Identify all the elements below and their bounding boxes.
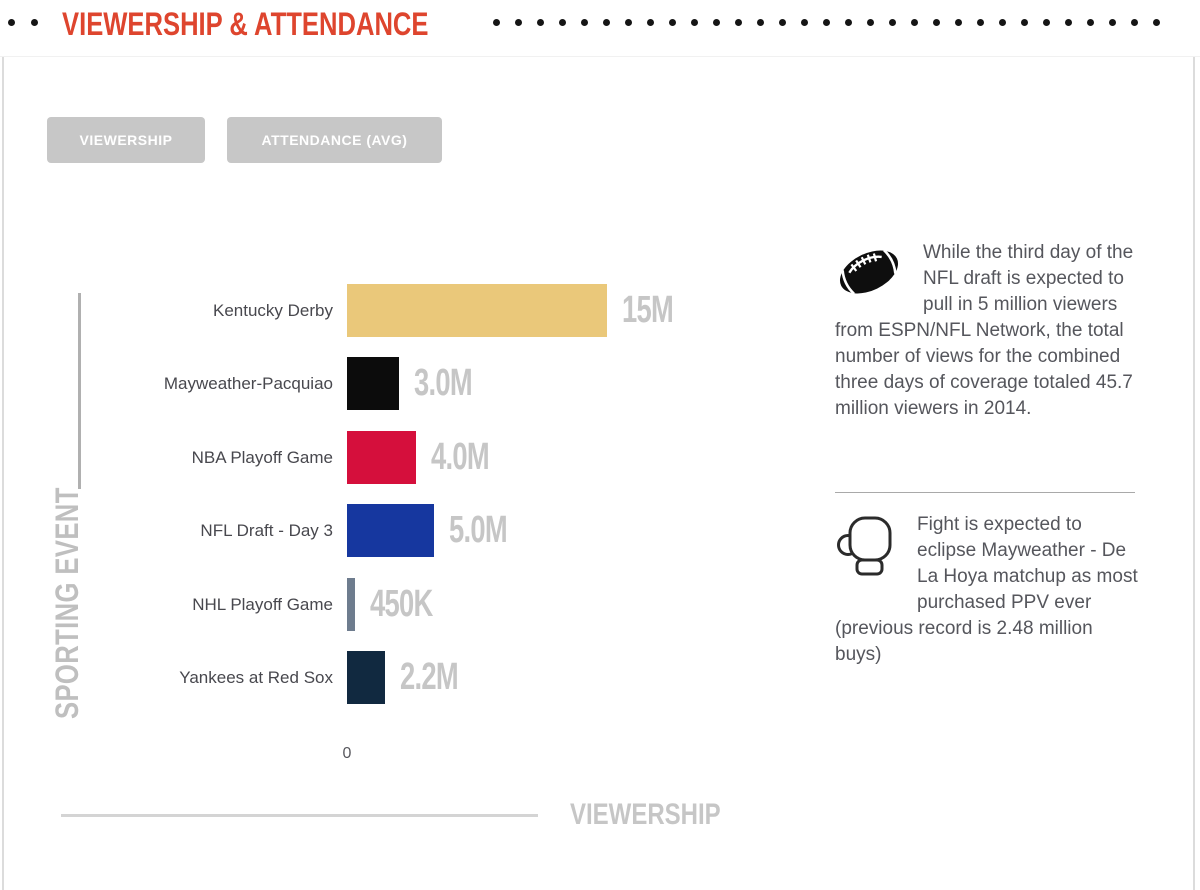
dot [933, 19, 940, 26]
x-axis-tick-zero: 0 [342, 745, 352, 762]
dot [713, 19, 720, 26]
dot [537, 19, 544, 26]
category-label: NBA Playoff Game [191, 447, 333, 467]
y-axis-line [78, 293, 81, 489]
dot [1087, 19, 1094, 26]
bar[interactable] [347, 431, 416, 484]
bar[interactable] [347, 578, 355, 631]
header-dots-right [493, 19, 1160, 26]
chart-row: Yankees at Red Sox 2.2M [80, 651, 480, 704]
header-dots-left [8, 19, 38, 26]
chart-row: Kentucky Derby 15M [80, 284, 693, 337]
dot [889, 19, 896, 26]
chart-row: NFL Draft - Day 3 5.0M [80, 504, 529, 557]
value-label: 15M [622, 289, 674, 331]
annotation-nfl-draft: While the third day of the NFL draft is … [835, 240, 1141, 422]
category-label: NHL Playoff Game [192, 594, 333, 614]
annotation-divider [835, 492, 1135, 493]
annotation-nfl-draft-text: While the third day of the NFL draft is … [835, 242, 1134, 419]
value-label: 4.0M [431, 436, 490, 478]
category-label: Yankees at Red Sox [179, 667, 333, 687]
dot [999, 19, 1006, 26]
dot [757, 19, 764, 26]
dot [669, 19, 676, 26]
dot [779, 19, 786, 26]
boxing-glove-icon [835, 514, 897, 588]
dot [867, 19, 874, 26]
chart-row: NHL Playoff Game 450K [80, 578, 457, 631]
page-title-text: VIEWERSHIP & ATTENDANCE [62, 6, 429, 42]
value-label: 3.0M [414, 362, 473, 404]
category-label: Mayweather-Pacquiao [163, 373, 333, 393]
category-label: NFL Draft - Day 3 [200, 520, 333, 540]
annotation-ppv-record-text: Fight is expected to eclipse Mayweather … [835, 514, 1138, 665]
dot [1021, 19, 1028, 26]
dot [1131, 19, 1138, 26]
header-divider [0, 56, 1200, 57]
dot [559, 19, 566, 26]
bar-chart: Kentucky Derby 15M Mayweather-Pacquiao 3.0M… [80, 284, 780, 714]
dot [823, 19, 830, 26]
dot [955, 19, 962, 26]
value-label: 5.0M [449, 509, 508, 551]
right-border [1193, 57, 1195, 890]
dot [977, 19, 984, 26]
football-icon [835, 242, 903, 310]
x-axis-line [61, 814, 538, 817]
bar[interactable] [347, 357, 399, 410]
dot [801, 19, 808, 26]
dot [1109, 19, 1116, 26]
value-label: 2.2M [400, 656, 459, 698]
value-label: 450K [370, 583, 433, 625]
dot [1065, 19, 1072, 26]
dot [603, 19, 610, 26]
bar[interactable] [347, 284, 607, 337]
tab-attendance-avg[interactable]: ATTENDANCE (AVG) [227, 117, 442, 163]
left-border [2, 57, 4, 890]
page-title: VIEWERSHIP & ATTENDANCE [62, 6, 520, 43]
dot [845, 19, 852, 26]
chart-row: NBA Playoff Game 4.0M [80, 431, 511, 484]
y-axis-label: SPORTING EVENT [49, 487, 85, 720]
dot [493, 19, 500, 26]
dot [625, 19, 632, 26]
dot [1153, 19, 1160, 26]
dot [515, 19, 522, 26]
dot [31, 19, 38, 26]
x-axis-label: VIEWERSHIP [570, 798, 721, 831]
bar[interactable] [347, 651, 385, 704]
dot [735, 19, 742, 26]
bar[interactable] [347, 504, 434, 557]
dot [691, 19, 698, 26]
dot [581, 19, 588, 26]
dot [8, 19, 15, 26]
dot [647, 19, 654, 26]
annotation-ppv-record: Fight is expected to eclipse Mayweather … [835, 512, 1141, 668]
chart-row: Mayweather-Pacquiao 3.0M [80, 357, 494, 410]
tab-viewership[interactable]: VIEWERSHIP [47, 117, 205, 163]
category-label: Kentucky Derby [213, 300, 333, 320]
dot [1043, 19, 1050, 26]
dot [911, 19, 918, 26]
